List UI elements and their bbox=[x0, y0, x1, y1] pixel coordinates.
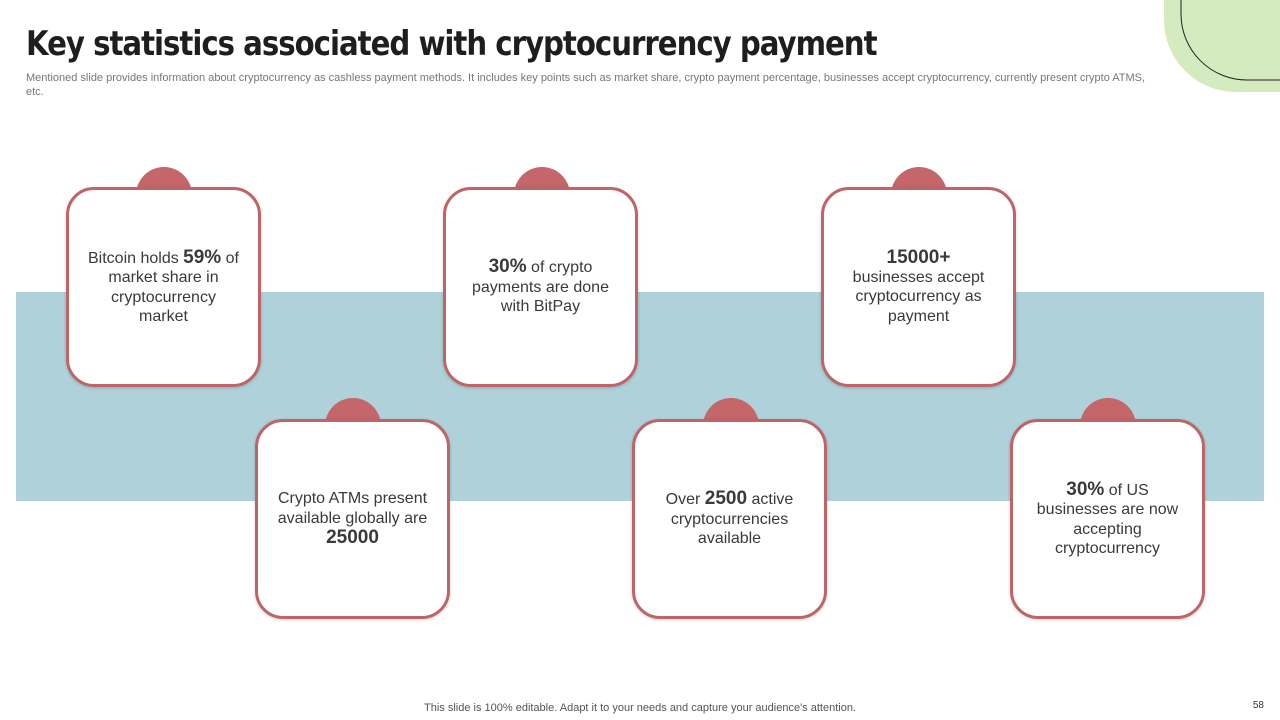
corner-decoration bbox=[1164, 0, 1280, 92]
stat-card-businesses: 15000+ businesses accept cryptocurrency a… bbox=[821, 187, 1016, 387]
stat-text-post: of crypto payments are done with BitPay bbox=[472, 259, 609, 316]
stat-highlight: 25000 bbox=[326, 527, 379, 549]
stat-text-post: businesses accept cryptocurrency as paym… bbox=[852, 268, 985, 325]
page-subtitle: Mentioned slide provides information abo… bbox=[26, 72, 1146, 98]
page-title: Key statistics associated with cryptocur… bbox=[26, 24, 878, 64]
stat-text: 30% of US businesses are now accepting c… bbox=[1030, 478, 1185, 559]
stat-highlight: 30% bbox=[1066, 478, 1105, 500]
page-number: 58 bbox=[1252, 700, 1264, 711]
stat-text: Crypto ATMs present available globally a… bbox=[275, 489, 430, 549]
stat-text-pre: Bitcoin holds bbox=[88, 249, 184, 267]
stat-text: Over 2500 active cryptocurrencies availa… bbox=[652, 489, 807, 549]
stat-highlight: 59% bbox=[183, 246, 222, 268]
stat-text-pre: Over bbox=[665, 491, 705, 509]
stat-text-post: of market share in cryptocurrency market bbox=[108, 249, 239, 326]
outline-arc-shape bbox=[1180, 0, 1280, 81]
stat-card-active-cryptocurrencies: Over 2500 active cryptocurrencies availa… bbox=[632, 419, 827, 619]
stat-card-crypto-atms: Crypto ATMs present available globally a… bbox=[255, 419, 450, 619]
stat-card-bitpay: 30% of crypto payments are done with Bit… bbox=[443, 187, 638, 387]
stat-highlight: 2500 bbox=[704, 488, 748, 510]
green-blob-shape bbox=[1164, 0, 1280, 92]
stat-card-us-businesses: 30% of US businesses are now accepting c… bbox=[1010, 419, 1205, 619]
stat-highlight: 15000+ bbox=[886, 247, 951, 268]
stat-text: 30% of crypto payments are done with Bit… bbox=[463, 257, 618, 317]
stat-text-pre: Crypto ATMs present available globally a… bbox=[277, 490, 428, 527]
stat-text-post: of US businesses are now accepting crypt… bbox=[1036, 481, 1179, 558]
stat-text-post: active cryptocurrencies available bbox=[670, 491, 794, 548]
stat-text: 15000+ businesses accept cryptocurrency a… bbox=[841, 248, 996, 326]
footer-note: This slide is 100% editable. Adapt it to… bbox=[424, 702, 856, 714]
stat-highlight: 30% bbox=[488, 256, 527, 278]
stat-text: Bitcoin holds 59% of market share in cry… bbox=[86, 246, 241, 327]
stat-card-bitcoin-share: Bitcoin holds 59% of market share in cry… bbox=[66, 187, 261, 387]
